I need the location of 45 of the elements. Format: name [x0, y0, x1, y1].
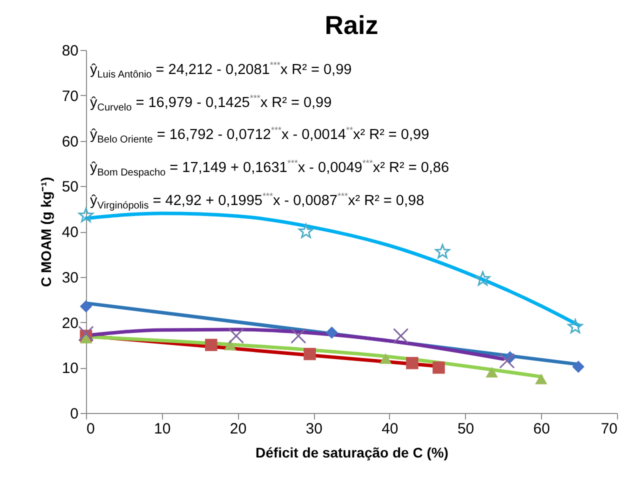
- y-tick-label: 70: [62, 88, 78, 105]
- x-tick-label: 60: [533, 420, 550, 438]
- x-axis-title: Déficit de saturação de C (%): [256, 444, 448, 460]
- y-tick-label: 50: [62, 178, 78, 196]
- point: [435, 244, 450, 258]
- y-tick-label: 60: [62, 133, 78, 150]
- y-tick-label: 20: [62, 314, 78, 332]
- point: [535, 374, 548, 384]
- point: [380, 353, 392, 364]
- annotation: ŷ$_{Virginópolis}$ = 42,92 + 0,1995$^{***}$x - 0,0087$^{***}$x² R² = 0,98: [90, 190, 426, 214]
- chart-title: Raiz: [324, 10, 378, 40]
- point: [326, 326, 338, 339]
- point: [80, 300, 92, 312]
- point: [475, 271, 490, 286]
- point: [228, 328, 244, 344]
- point: [499, 353, 515, 369]
- annotation: ŷ$_{Curvelo}$ = 16,979 - 0,1425$^{***}$x R² = 0,99: [90, 92, 333, 116]
- y-tick-label: 80: [62, 42, 78, 60]
- point: [568, 318, 583, 334]
- point: [406, 356, 418, 370]
- point: [78, 326, 94, 342]
- point: [298, 224, 314, 238]
- point: [432, 362, 445, 374]
- y-tick-label: 30: [62, 269, 78, 286]
- y-axis-title: C MOAM (g kg⁻¹): [38, 177, 54, 287]
- point: [572, 360, 584, 373]
- point: [392, 328, 409, 344]
- x-tick-label: 0: [86, 420, 95, 438]
- x-tick-label: 70: [600, 420, 618, 438]
- x-tick-label: 30: [306, 420, 322, 438]
- point: [205, 338, 218, 352]
- point: [304, 348, 316, 360]
- y-tick-label: 10: [62, 360, 78, 378]
- annotation: ŷ$_{Luis Antônio}$ = 24,212 - 0,2081$^{***}$x R² = 0,99: [90, 59, 353, 83]
- y-tick-label: 0: [70, 406, 78, 422]
- x-tick-label: 50: [457, 420, 474, 438]
- point: [290, 328, 306, 344]
- point: [78, 208, 94, 222]
- point: [486, 366, 498, 378]
- y-tick-label: 40: [62, 224, 78, 241]
- x-tick-label: 10: [154, 420, 171, 438]
- annotation: ŷ$_{Bom Despacho}$ = 17,149 + 0,1631$^{***}$x - 0,0049$^{***}$x² R² = 0,86: [90, 157, 450, 181]
- annotation: ŷ$_{Belo Oriente}$ = 16,792 - 0,0712$^{***}$x - 0,0014$^{**}$x² R² = 0,99: [90, 124, 430, 148]
- x-tick-label: 20: [230, 420, 247, 438]
- x-tick-label: 40: [382, 420, 398, 438]
